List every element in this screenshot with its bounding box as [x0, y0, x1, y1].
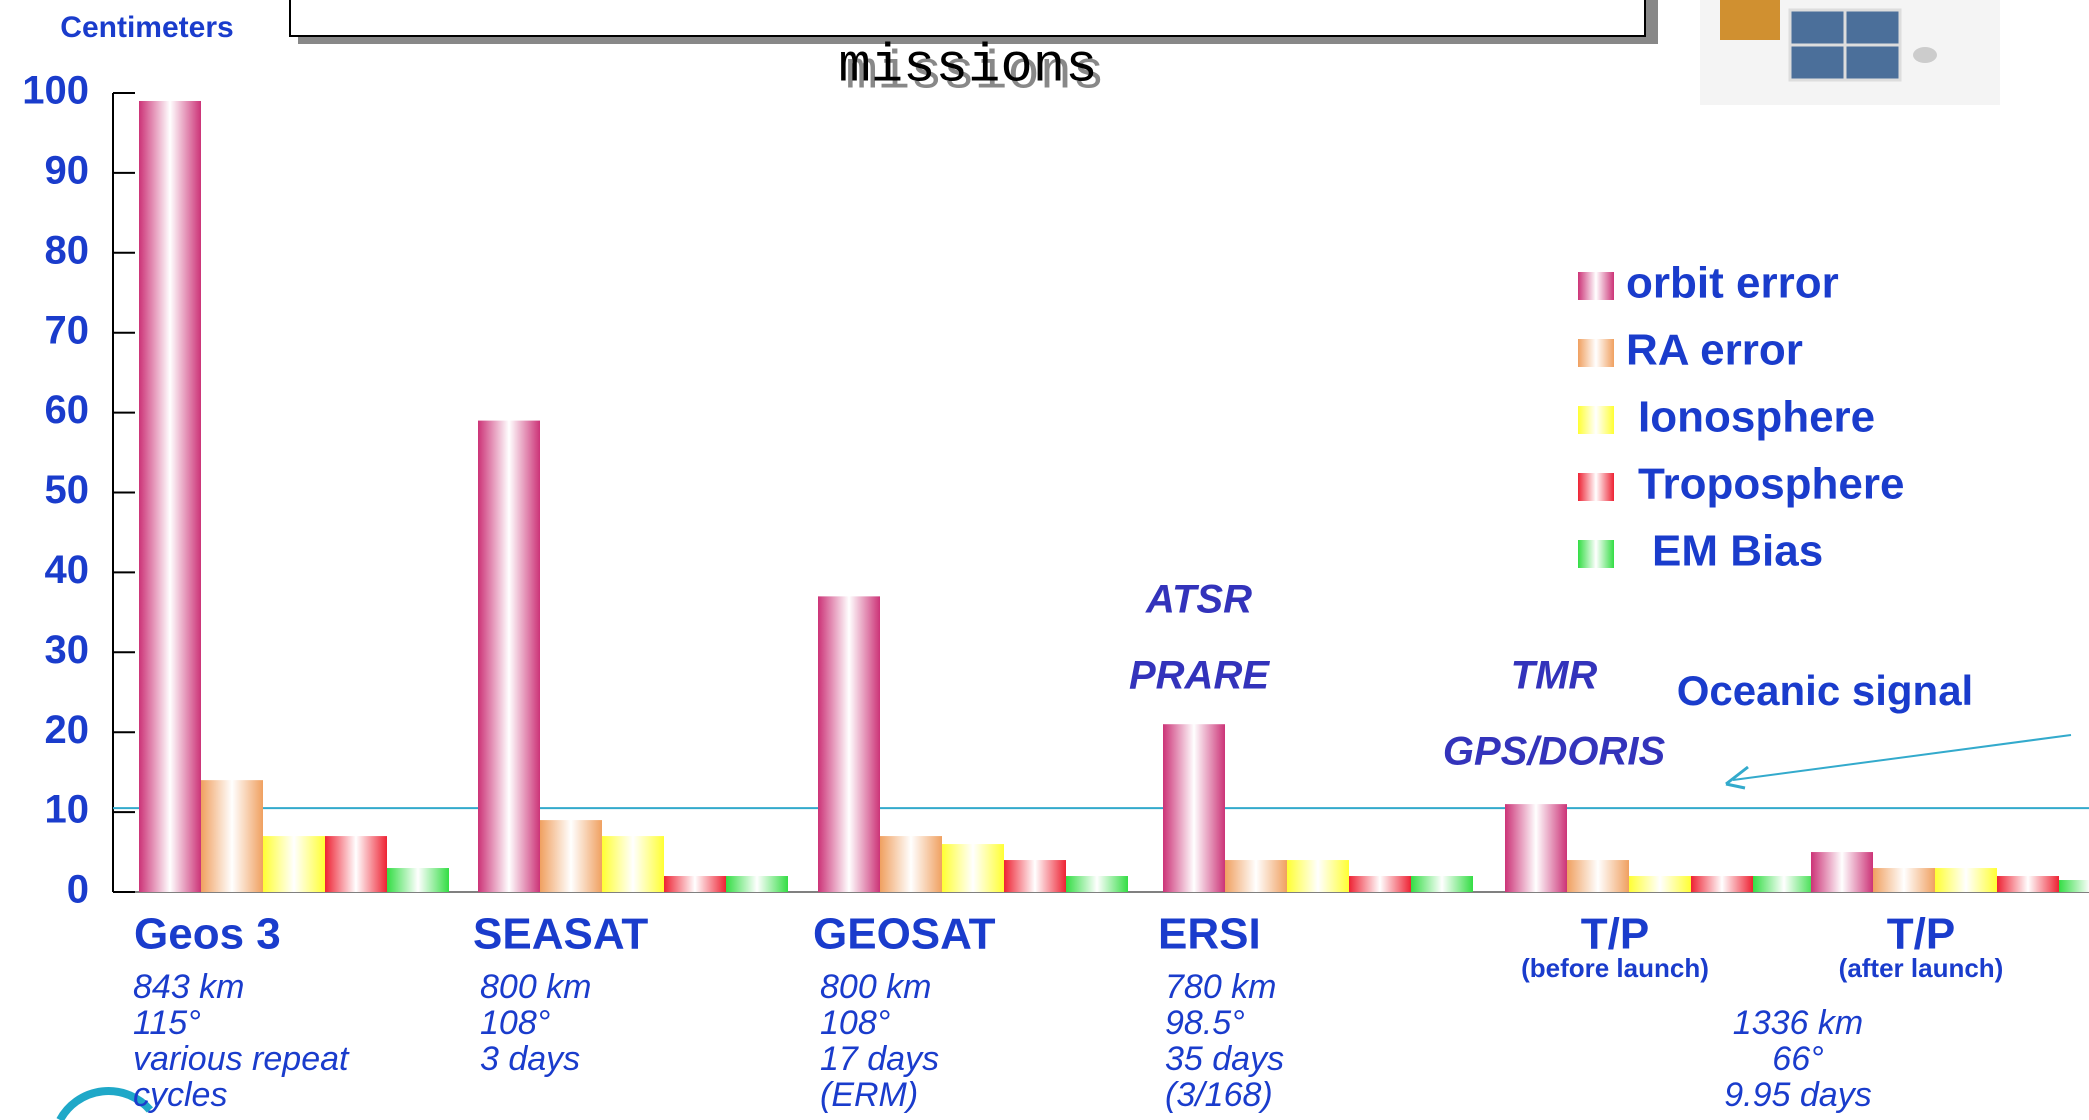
y-tick-label: 40 [45, 548, 90, 592]
bar [1004, 860, 1066, 892]
category-detail: (3/168) [1165, 1076, 1273, 1114]
bar [1505, 804, 1567, 892]
bar [1935, 868, 1997, 892]
bar [664, 876, 726, 892]
legend-swatch [1578, 540, 1614, 568]
bar [1225, 860, 1287, 892]
category-detail: (ERM) [820, 1076, 918, 1114]
x-tick-label: Geos 3 [134, 910, 281, 959]
y-tick-label: 70 [45, 308, 90, 352]
category-detail: 115° [133, 1004, 201, 1042]
bar [1629, 876, 1691, 892]
chart-title: missions [838, 36, 1097, 97]
bar [1691, 876, 1753, 892]
y-tick-label: 50 [45, 468, 90, 512]
category-detail: 3 days [480, 1040, 580, 1078]
category-detail: 98.5° [1165, 1004, 1245, 1042]
y-tick-label: 10 [45, 788, 90, 832]
legend-label: Troposphere [1638, 460, 1905, 509]
bar [325, 836, 387, 892]
y-tick-label: 100 [22, 69, 89, 113]
bar [1066, 876, 1128, 892]
reference-label: Oceanic signal [1677, 667, 1973, 714]
category-detail: 1336 km [1733, 1004, 1863, 1042]
bar [387, 868, 449, 892]
legend-swatch [1578, 473, 1614, 501]
y-tick-label: 0 [67, 868, 89, 912]
bar [1287, 860, 1349, 892]
title-shadow: missions [845, 43, 1104, 104]
category-detail: 843 km [133, 968, 245, 1006]
category-detail: 108° [820, 1004, 890, 1042]
category-detail: 66° [1772, 1040, 1823, 1078]
bar [1567, 860, 1629, 892]
annotation: ATSR [1145, 578, 1252, 622]
annotation: TMR [1511, 654, 1598, 698]
legend-swatch [1578, 339, 1614, 367]
title-box [289, 0, 1646, 37]
x-tick-label: T/P [1581, 910, 1649, 959]
annotation: PRARE [1129, 654, 1270, 698]
reference-arrowhead [1725, 765, 1749, 790]
x-tick-label: GEOSAT [813, 910, 996, 959]
legend-swatch [1578, 272, 1614, 300]
bar [602, 836, 664, 892]
bar [880, 836, 942, 892]
bar [1163, 724, 1225, 892]
bar [263, 836, 325, 892]
category-detail: 780 km [1165, 968, 1277, 1006]
category-note: (after launch) [1839, 953, 2004, 983]
category-detail: 17 days [820, 1040, 939, 1078]
category-note: (before launch) [1521, 953, 1709, 983]
bar [818, 596, 880, 892]
bar [2059, 880, 2089, 892]
bar [201, 780, 263, 892]
annotation: GPS/DORIS [1443, 730, 1666, 774]
category-detail: cycles [133, 1076, 227, 1114]
category-detail: 800 km [820, 968, 932, 1006]
category-detail: 35 days [1165, 1040, 1284, 1078]
logo [56, 1087, 154, 1120]
satellite-icon [1700, 0, 2000, 105]
bar [1873, 868, 1935, 892]
y-axis-label: Centimeters [60, 11, 233, 44]
y-tick-label: 90 [45, 148, 90, 192]
bar [478, 420, 540, 892]
bar [726, 876, 788, 892]
bar [1997, 876, 2059, 892]
legend-label: EM Bias [1652, 527, 1823, 576]
bar [942, 844, 1004, 892]
legend-label: Ionosphere [1638, 393, 1875, 442]
y-tick-label: 20 [45, 708, 90, 752]
y-tick-label: 60 [45, 388, 90, 432]
y-tick-label: 30 [45, 628, 90, 672]
bar [1811, 852, 1873, 892]
category-detail: 800 km [480, 968, 592, 1006]
legend-label: RA error [1626, 326, 1803, 375]
x-tick-label: ERSI [1158, 910, 1261, 959]
category-detail: 9.95 days [1724, 1076, 1871, 1114]
bar [1411, 876, 1473, 892]
y-tick-label: 80 [45, 228, 90, 272]
category-detail: various repeat [133, 1040, 350, 1078]
reference-arrow [1732, 734, 2072, 781]
bar [540, 820, 602, 892]
legend-label: orbit error [1626, 259, 1839, 308]
x-tick-label: T/P [1887, 910, 1955, 959]
legend-swatch [1578, 406, 1614, 434]
x-tick-label: SEASAT [473, 910, 648, 959]
bar [1349, 876, 1411, 892]
bar [139, 100, 201, 893]
bar [1753, 876, 1815, 892]
category-detail: 108° [480, 1004, 550, 1042]
